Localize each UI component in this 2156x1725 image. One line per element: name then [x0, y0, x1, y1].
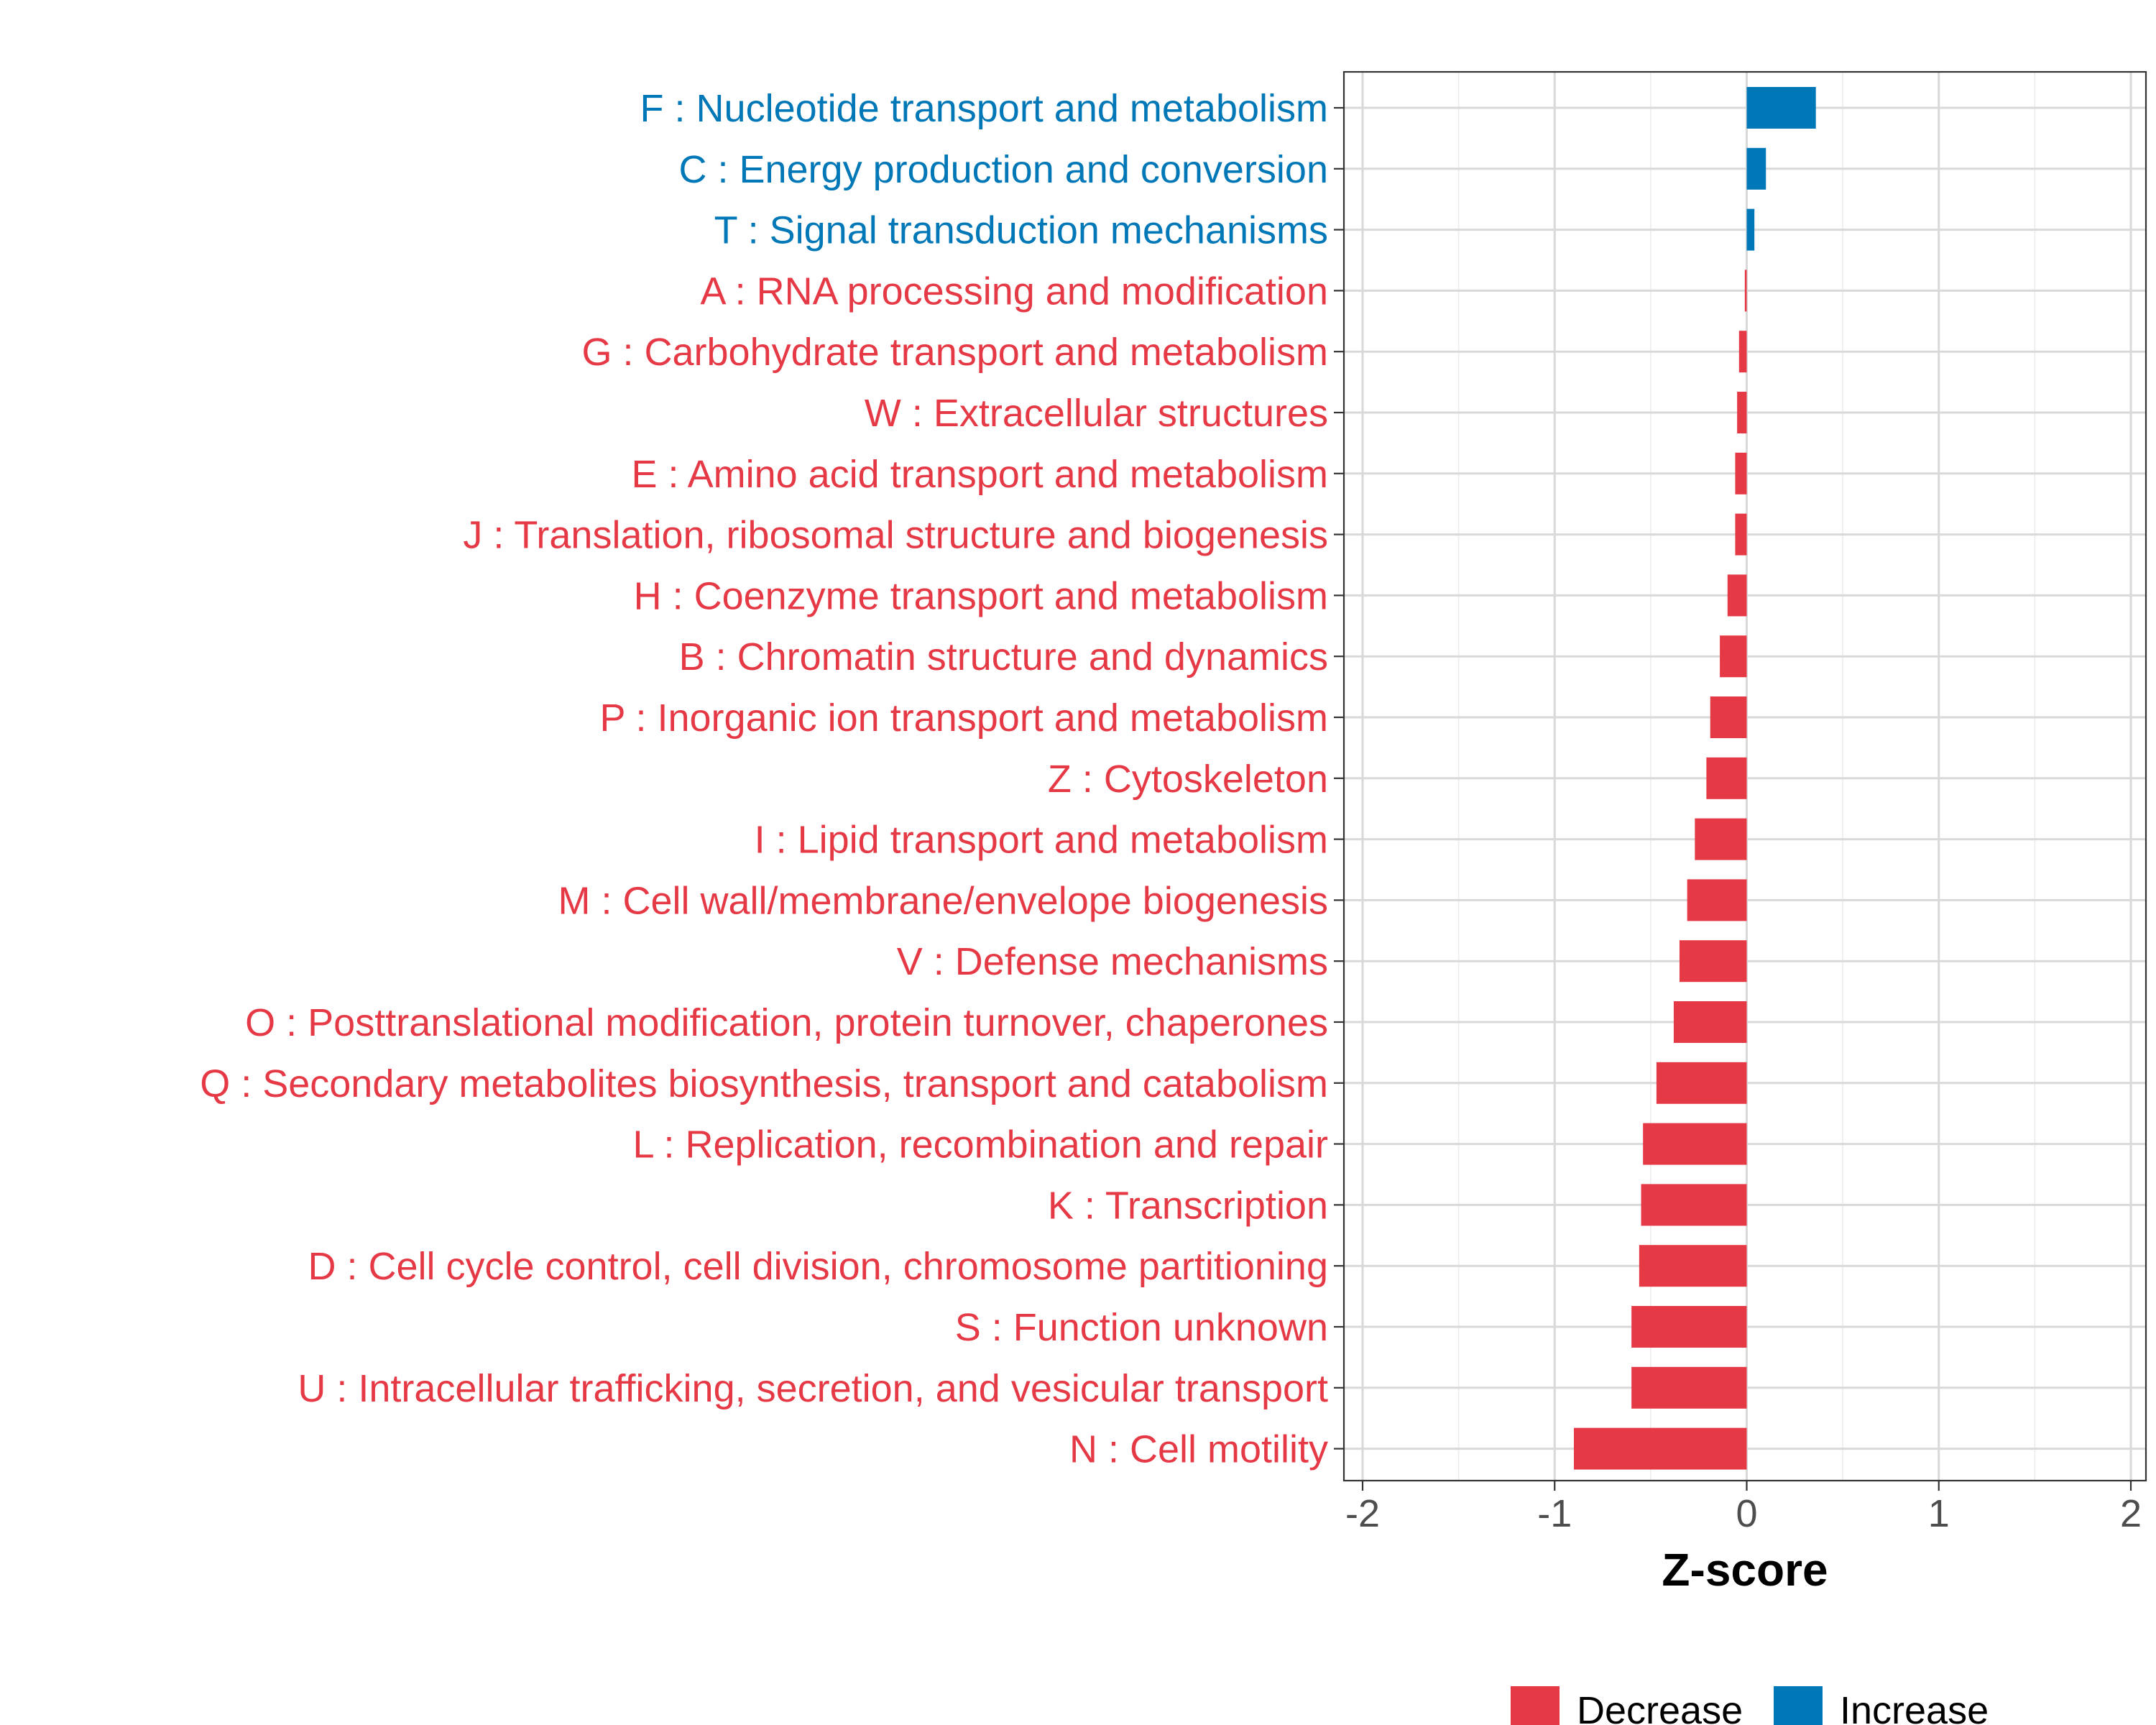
legend-key: [1511, 1686, 1560, 1725]
y-tick-label: T : Signal transduction mechanisms: [714, 209, 1328, 252]
x-tick-label: 2: [2120, 1492, 2142, 1535]
bar: [1656, 1062, 1747, 1104]
bars: [1573, 87, 1816, 1470]
y-tick-label: K : Transcription: [1048, 1184, 1328, 1227]
x-axis-title: Z-score: [1662, 1544, 1828, 1596]
x-axis: -2 -1 0 1 2: [1345, 1481, 2142, 1535]
y-tick-label: D : Cell cycle control, cell division, c…: [308, 1245, 1328, 1288]
y-tick-label: N : Cell motility: [1069, 1428, 1328, 1471]
bar: [1746, 87, 1816, 129]
y-tick-label: G : Carbohydrate transport and metabolis…: [582, 331, 1329, 374]
bar: [1735, 452, 1747, 494]
bar: [1737, 392, 1747, 433]
legend-label: Decrease: [1577, 1689, 1743, 1725]
y-tick-label: Q : Secondary metabolites biosynthesis, …: [200, 1062, 1328, 1105]
y-tick-label: P : Inorganic ion transport and metaboli…: [599, 696, 1328, 740]
bar: [1706, 757, 1747, 799]
y-tick-label: E : Amino acid transport and metabolism: [632, 453, 1328, 496]
x-tick-label: 0: [1736, 1492, 1757, 1535]
y-tick-label: S : Function unknown: [955, 1306, 1328, 1349]
bar: [1687, 879, 1747, 921]
y-tick-label: W : Extracellular structures: [865, 392, 1328, 435]
bar: [1631, 1366, 1747, 1409]
y-tick-label: V : Defense mechanisms: [897, 940, 1328, 983]
x-tick-label: -2: [1345, 1492, 1380, 1535]
bar: [1738, 331, 1747, 373]
bar: [1573, 1427, 1747, 1470]
bar: [1679, 940, 1747, 983]
y-tick-label: A : RNA processing and modification: [701, 270, 1328, 313]
x-tick-label: -1: [1537, 1492, 1572, 1535]
bar: [1631, 1306, 1747, 1348]
y-tick-label: H : Coenzyme transport and metabolism: [634, 574, 1328, 617]
y-tick-label: O : Posttranslational modification, prot…: [245, 1001, 1328, 1044]
bar: [1744, 270, 1747, 312]
bar: [1746, 208, 1755, 251]
bar: [1639, 1245, 1747, 1287]
legend: Decrease Increase: [1511, 1686, 1989, 1725]
y-axis: F : Nucleotide transport and metabolism C…: [200, 87, 1344, 1471]
bar: [1673, 1001, 1747, 1043]
y-tick-label: M : Cell wall/membrane/envelope biogenes…: [558, 879, 1328, 922]
legend-label: Increase: [1840, 1689, 1989, 1725]
plot-panel-border: [1342, 70, 2147, 1482]
bar: [1710, 696, 1747, 738]
bar: [1641, 1184, 1747, 1226]
y-tick-label: C : Energy production and conversion: [678, 148, 1328, 191]
bar: [1643, 1123, 1747, 1165]
bar: [1695, 818, 1747, 860]
y-tick-label: L : Replication, recombination and repai…: [632, 1123, 1328, 1167]
y-tick-label: Z : Cytoskeleton: [1048, 758, 1328, 801]
y-tick-label: B : Chromatin structure and dynamics: [679, 635, 1328, 678]
bar: [1746, 147, 1766, 190]
x-tick-label: 1: [1928, 1492, 1950, 1535]
bar: [1735, 513, 1747, 556]
bar: [1720, 635, 1747, 678]
legend-key: [1774, 1686, 1823, 1725]
bar: [1727, 574, 1747, 617]
y-tick-label: U : Intracellular trafficking, secretion…: [298, 1367, 1328, 1410]
y-tick-label: J : Translation, ribosomal structure and…: [463, 514, 1328, 557]
y-tick-label: F : Nucleotide transport and metabolism: [640, 87, 1328, 130]
y-tick-label: I : Lipid transport and metabolism: [755, 819, 1328, 862]
